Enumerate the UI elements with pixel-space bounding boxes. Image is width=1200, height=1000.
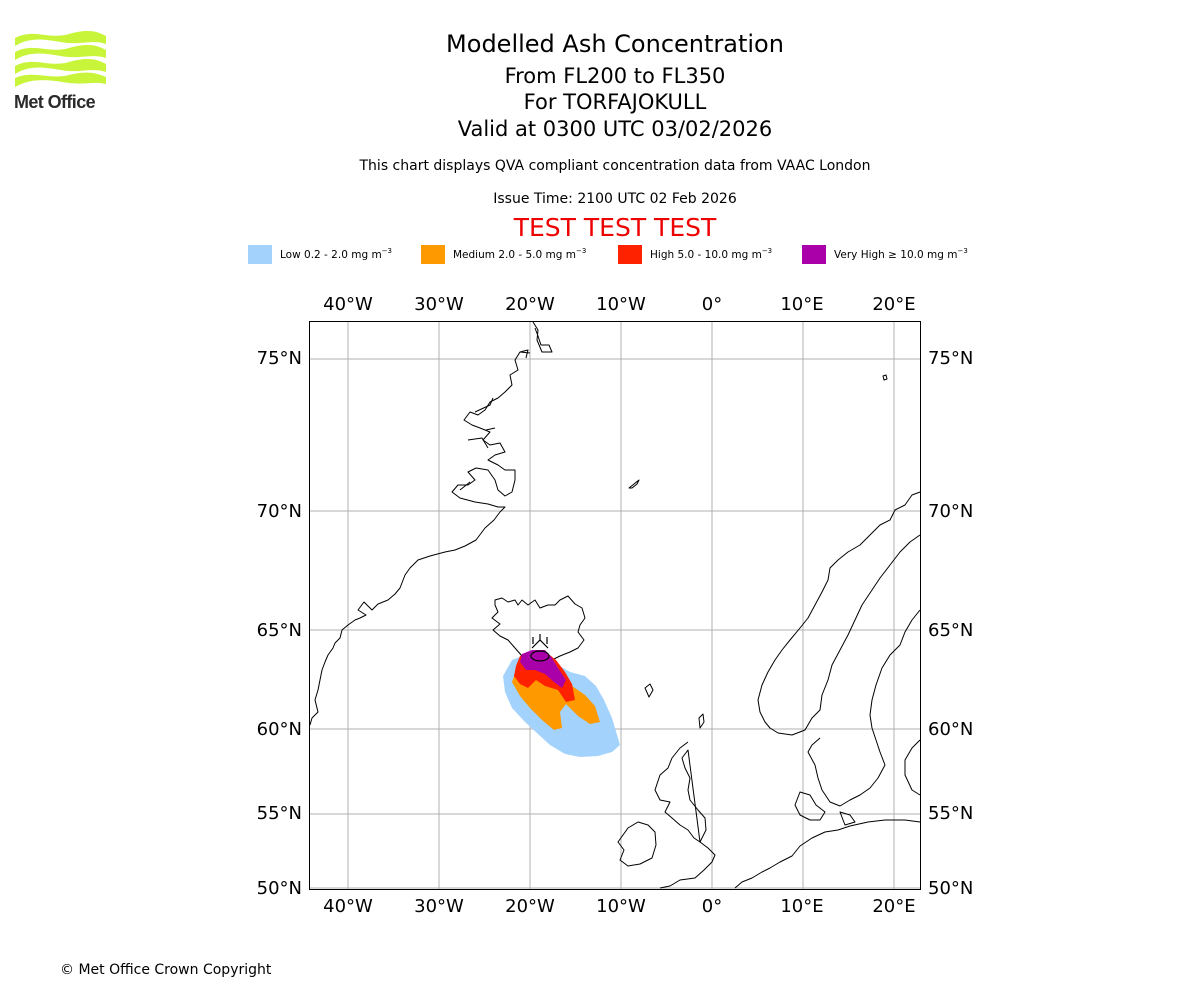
lon-tick-top-20w: 20°W	[505, 294, 555, 315]
coastline-ireland	[617, 821, 657, 867]
legend-unit-exp-very-high: −3	[957, 247, 968, 255]
lat-tick-right-65n: 65°N	[928, 620, 973, 641]
lat-tick-right-70n: 70°N	[928, 501, 973, 522]
legend-swatch-high	[618, 244, 642, 264]
met-office-logo-text: Met Office	[14, 92, 96, 112]
coastlines	[309, 321, 921, 889]
ash-layer-very-high	[520, 650, 566, 688]
lat-tick-right-60n: 60°N	[928, 719, 973, 740]
coastline-iceland	[491, 595, 586, 663]
lon-tick-bottom-20e: 20°E	[872, 896, 915, 917]
legend-swatch-low	[248, 244, 272, 264]
lat-ticks-right: 75°N 70°N 65°N 60°N 55°N 50°N	[928, 348, 973, 899]
legend-item-very-high: Very High ≥ 10.0 mg m−3	[802, 244, 968, 264]
legend-swatch-medium	[421, 244, 445, 264]
lat-tick-left-65n: 65°N	[257, 620, 302, 641]
legend-item-medium: Medium 2.0 - 5.0 mg m−3	[421, 244, 586, 264]
coastline-faroe	[644, 683, 654, 698]
legend-label-low: Low 0.2 - 2.0 mg m	[280, 249, 382, 261]
valid-time: Valid at 0300 UTC 03/02/2026	[457, 117, 773, 141]
lat-tick-left-75n: 75°N	[257, 348, 302, 369]
lon-tick-top-10e: 10°E	[780, 294, 823, 315]
lat-tick-left-50n: 50°N	[257, 878, 302, 899]
legend-unit-exp-high: −3	[761, 247, 773, 255]
coastline-continent	[734, 819, 921, 889]
legend-unit-exp-low: −3	[381, 247, 393, 255]
issue-time: Issue Time: 2100 UTC 02 Feb 2026	[493, 191, 737, 207]
ash-layer-medium	[512, 656, 600, 730]
lon-ticks-top: 40°W 30°W 20°W 10°W 0° 10°E 20°E	[323, 294, 915, 315]
lon-tick-top-30w: 30°W	[414, 294, 464, 315]
ash-cloud	[503, 650, 620, 757]
legend-label-high: High 5.0 - 10.0 mg m	[650, 249, 762, 261]
lat-ticks-left: 75°N 70°N 65°N 60°N 55°N 50°N	[257, 348, 302, 899]
lon-tick-top-40w: 40°W	[323, 294, 373, 315]
legend-unit-exp-medium: −3	[575, 247, 587, 255]
lon-tick-bottom-20w: 20°W	[505, 896, 555, 917]
legend-item-high: High 5.0 - 10.0 mg m−3	[618, 244, 772, 264]
legend-item-low: Low 0.2 - 2.0 mg m−3	[248, 244, 392, 264]
coastline-shetland	[698, 713, 705, 729]
coastline-bear-island	[882, 374, 888, 381]
coastline-sweden-finland	[807, 609, 921, 807]
lon-tick-top-20e: 20°E	[872, 294, 915, 315]
concentration-legend: Low 0.2 - 2.0 mg m−3 Medium 2.0 - 5.0 mg…	[0, 244, 1200, 264]
ash-layer-high	[514, 652, 575, 702]
volcano-name: For TORFAJOKULL	[523, 90, 707, 114]
meridian-gridlines	[347, 322, 895, 889]
legend-label-medium: Medium 2.0 - 5.0 mg m	[453, 249, 576, 261]
lon-tick-top-0: 0°	[702, 294, 722, 315]
lon-tick-top-10w: 10°W	[596, 294, 646, 315]
parallel-gridlines	[310, 358, 920, 889]
lon-tick-bottom-10e: 10°E	[780, 896, 823, 917]
ash-layer-low	[503, 652, 620, 757]
lon-tick-bottom-30w: 30°W	[414, 896, 464, 917]
lon-tick-bottom-40w: 40°W	[323, 896, 373, 917]
legend-label-very-high: Very High ≥ 10.0 mg m	[834, 249, 958, 261]
lon-ticks-bottom: 40°W 30°W 20°W 10°W 0° 10°E 20°E	[323, 896, 915, 917]
coastline-britain	[654, 741, 716, 889]
met-office-waves-icon	[15, 30, 106, 87]
map-frame	[309, 321, 921, 890]
chart-title: Modelled Ash Concentration	[446, 30, 784, 58]
legend-swatch-very-high	[802, 244, 826, 264]
lat-tick-right-75n: 75°N	[928, 348, 973, 369]
lat-tick-left-60n: 60°N	[257, 719, 302, 740]
lat-tick-left-55n: 55°N	[257, 803, 302, 824]
coastline-jan-mayen	[628, 479, 640, 489]
chart-description: This chart displays QVA compliant concen…	[359, 158, 871, 174]
lat-tick-right-50n: 50°N	[928, 878, 973, 899]
lon-tick-bottom-10w: 10°W	[596, 896, 646, 917]
coastline-greenland-fjords	[459, 349, 529, 491]
coastline-norway	[757, 491, 921, 736]
coastline-denmark	[794, 791, 856, 826]
volcano-marker-icon	[530, 634, 550, 662]
test-banner: TEST TEST TEST	[513, 213, 717, 242]
lon-tick-bottom-0: 0°	[702, 896, 722, 917]
lat-tick-left-70n: 70°N	[257, 501, 302, 522]
flight-levels: From FL200 to FL350	[504, 64, 726, 88]
coastline-greenland	[309, 321, 553, 726]
lat-tick-right-55n: 55°N	[928, 803, 973, 824]
met-office-logo: Met Office	[14, 30, 109, 112]
copyright-notice: © Met Office Crown Copyright	[60, 962, 272, 978]
